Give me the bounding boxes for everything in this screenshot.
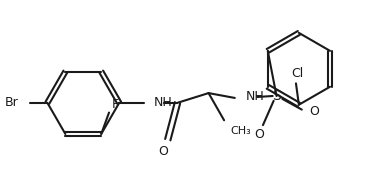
Text: O: O: [158, 145, 168, 158]
Text: F: F: [112, 98, 119, 111]
Text: Cl: Cl: [291, 67, 303, 80]
Text: NH: NH: [154, 96, 173, 109]
Text: Br: Br: [4, 96, 18, 109]
Text: O: O: [310, 105, 320, 118]
Text: CH₃: CH₃: [230, 126, 251, 136]
Text: S: S: [272, 89, 281, 103]
Text: NH: NH: [246, 89, 264, 103]
Text: O: O: [254, 128, 264, 141]
